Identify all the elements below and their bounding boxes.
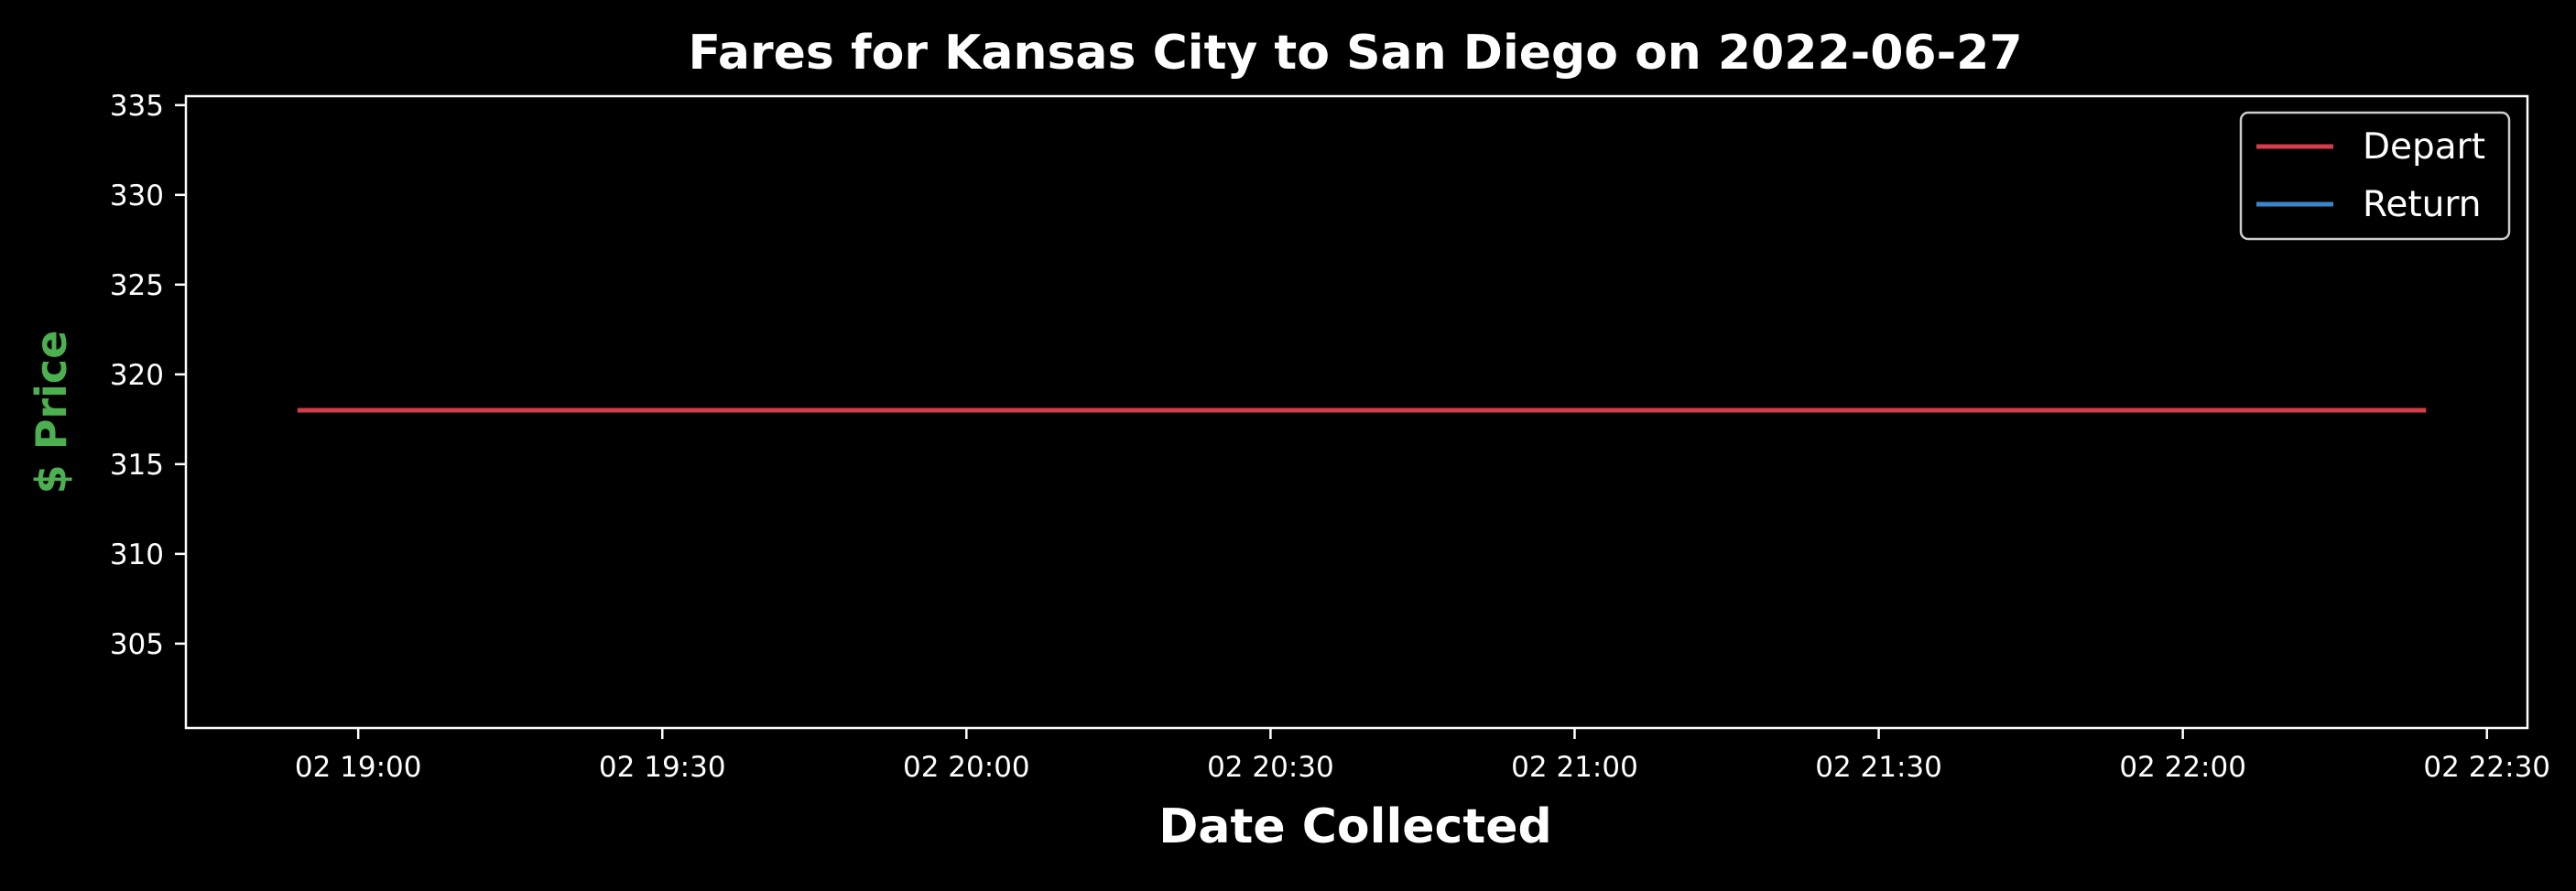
y-tick-label: 335 <box>110 90 164 123</box>
y-tick-label: 320 <box>110 359 164 392</box>
x-tick-label: 02 19:30 <box>599 751 726 784</box>
plot-area <box>184 94 2529 730</box>
legend-label-depart: Depart <box>2363 126 2485 168</box>
plot-frame <box>184 94 2529 730</box>
legend: Depart Return <box>2239 111 2511 241</box>
y-tick-label: 315 <box>110 449 164 482</box>
x-tick-label: 02 19:00 <box>295 751 422 784</box>
y-tick-label: 310 <box>110 538 164 571</box>
x-tick-label: 02 20:00 <box>903 751 1030 784</box>
x-axis-label: Date Collected <box>1158 799 1551 854</box>
x-tick-label: 02 20:30 <box>1207 751 1334 784</box>
x-tick-label: 02 22:30 <box>2423 751 2550 784</box>
y-tick-label: 325 <box>110 269 164 302</box>
chart-title: Fares for Kansas City to San Diego on 20… <box>688 26 2022 81</box>
y-axis-label: $ Price <box>27 331 76 494</box>
axis-ticks: 305 310 315 320 325 330 335 02 19:00 02 19:30 02 … <box>110 90 2550 784</box>
legend-label-return: Return <box>2363 184 2481 225</box>
y-tick-label: 330 <box>110 179 164 212</box>
y-tick-label: 305 <box>110 628 164 661</box>
x-tick-label: 02 21:30 <box>1815 751 1942 784</box>
x-tick-label: 02 21:00 <box>1511 751 1638 784</box>
x-tick-label: 02 22:00 <box>2119 751 2246 784</box>
